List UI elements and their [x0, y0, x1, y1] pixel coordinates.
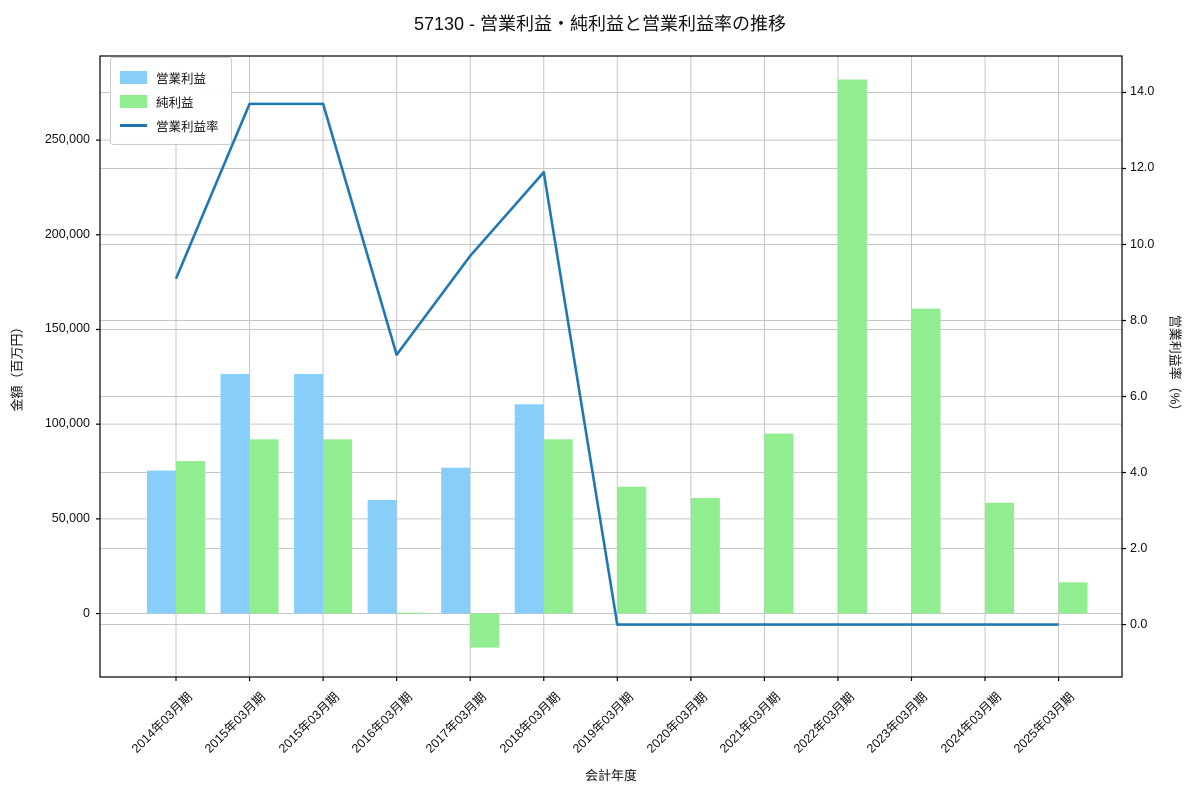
y-axis-label-left: 金額（百万円） [9, 320, 25, 412]
bar-純利益-2015年03月期 [249, 439, 279, 614]
operating-profit-swatch-icon [120, 70, 147, 84]
bar-営業利益-2016年03月期 [367, 499, 397, 614]
x-axis-label: 会計年度 [584, 768, 638, 783]
line-営業利益率 [174, 102, 1059, 626]
y-tick-label-left: 0 [83, 605, 90, 620]
bar-営業利益-2015年03月期 [220, 373, 250, 614]
y-tick-label-left: 200,000 [44, 226, 90, 241]
plot-border [99, 55, 1123, 678]
legend-item-operating-profit: 営業利益 [120, 65, 219, 89]
y-tick-label-right: 6.0 [1130, 388, 1148, 403]
legend-item-operating-margin: 営業利益率 [120, 113, 219, 137]
legend: 営業利益 純利益 営業利益率 [110, 57, 232, 145]
legend-item-net-profit: 純利益 [120, 89, 219, 113]
bar-純利益-2024年03月期 [985, 502, 1015, 614]
bar-純利益-2023年03月期 [911, 308, 941, 614]
bar-純利益-2018年03月期 [543, 439, 573, 614]
y-tick-label-right: 0.0 [1130, 616, 1148, 631]
bar-純利益-2019年03月期 [617, 486, 647, 614]
bar-純利益-2020年03月期 [690, 498, 720, 614]
legend-label: 営業利益率 [156, 119, 219, 134]
y-tick-label-right: 2.0 [1130, 540, 1148, 555]
operating-margin-line-swatch-icon [120, 123, 147, 127]
bar-純利益-2025年03月期 [1058, 582, 1088, 614]
legend-label: 営業利益 [156, 71, 207, 86]
y-tick-label-left: 150,000 [44, 321, 90, 336]
bar-純利益-2021年03月期 [764, 433, 794, 614]
bar-純利益-2015年03月期 [323, 439, 353, 614]
net-profit-swatch-icon [120, 94, 147, 108]
bar-営業利益-2017年03月期 [441, 467, 471, 614]
y-tick-label-right: 12.0 [1130, 160, 1155, 175]
bar-純利益-2014年03月期 [176, 461, 205, 614]
bar-純利益-2017年03月期 [470, 613, 500, 648]
legend-label: 純利益 [156, 95, 194, 110]
y-tick-label-right: 8.0 [1130, 312, 1148, 327]
chart-title: 57130 - 営業利益・純利益と営業利益率の推移 [413, 14, 787, 34]
y-tick-label-left: 250,000 [44, 132, 90, 147]
bar-純利益-2022年03月期 [837, 79, 867, 614]
y-tick-label-left: 100,000 [44, 416, 90, 431]
bar-純利益-2016年03月期 [396, 612, 426, 614]
bar-営業利益-2018年03月期 [514, 404, 544, 614]
y-tick-label-right: 4.0 [1130, 464, 1148, 479]
bar-営業利益-2015年03月期 [294, 373, 324, 614]
y-tick-label-right: 14.0 [1130, 84, 1155, 99]
y-tick-label-right: 10.0 [1130, 236, 1155, 251]
y-axis-label-right: 営業利益率（%） [1167, 314, 1183, 418]
bar-営業利益-2014年03月期 [147, 470, 176, 614]
y-tick-label-left: 50,000 [51, 510, 90, 525]
